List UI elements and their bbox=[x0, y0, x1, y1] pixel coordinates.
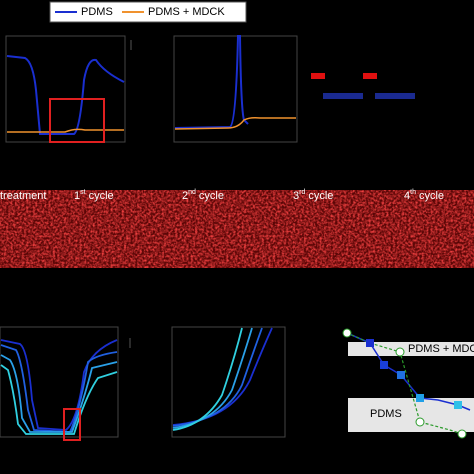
strip-label: 3rd cycle bbox=[293, 189, 333, 202]
curve bbox=[174, 35, 249, 129]
plot-frame bbox=[171, 326, 286, 438]
cycle-number: 1 bbox=[74, 190, 80, 202]
micrograph-texture bbox=[0, 190, 474, 268]
band-label: PDMS + MDC bbox=[408, 343, 474, 355]
marker bbox=[457, 429, 467, 439]
cycle-word: cycle bbox=[308, 190, 333, 202]
marker bbox=[397, 371, 405, 379]
superscript: rd bbox=[299, 189, 305, 196]
legend-label: PDMS + MDCK bbox=[148, 6, 225, 18]
plot-frame bbox=[0, 326, 119, 438]
curve bbox=[6, 55, 125, 135]
marker bbox=[415, 417, 425, 427]
marker bbox=[366, 339, 374, 347]
curve bbox=[0, 364, 118, 435]
cycle-number: 2 bbox=[182, 190, 188, 202]
plot-frame bbox=[5, 35, 126, 143]
superscript: st bbox=[80, 189, 86, 196]
curve bbox=[0, 339, 118, 431]
pulse-bar bbox=[363, 73, 377, 79]
curve bbox=[7, 128, 124, 133]
curves bbox=[172, 327, 273, 431]
markers bbox=[342, 328, 467, 439]
band bbox=[348, 342, 474, 356]
marker bbox=[395, 347, 405, 357]
zoom-box bbox=[63, 408, 81, 441]
cycle-word: cycle bbox=[419, 190, 444, 202]
marker bbox=[454, 401, 462, 409]
legend-label: PDMS bbox=[81, 6, 113, 18]
strip-label: 2nd cycle bbox=[182, 189, 224, 202]
curves bbox=[0, 339, 118, 435]
zoom-box bbox=[49, 98, 105, 143]
marker bbox=[380, 361, 388, 369]
cycle-number: 4 bbox=[404, 190, 410, 202]
pulse-bar bbox=[323, 93, 363, 99]
cycle-word: cycle bbox=[199, 190, 224, 202]
legend-box bbox=[49, 1, 247, 23]
superscript: nd bbox=[188, 189, 196, 196]
curve bbox=[0, 344, 118, 433]
curve bbox=[172, 327, 243, 431]
strip-label: 1st cycle bbox=[74, 189, 114, 202]
cycle-word: cycle bbox=[89, 190, 114, 202]
strip-labels: treatment 1st cycle 2nd cycle 3rd cycle 4th… bbox=[0, 189, 444, 202]
pulse-bar bbox=[311, 73, 325, 79]
strip-label: treatment bbox=[0, 190, 46, 202]
marker bbox=[342, 328, 352, 338]
curve bbox=[0, 354, 118, 433]
curve bbox=[174, 117, 296, 130]
pulse-bar bbox=[375, 93, 415, 99]
cycle-number: 3 bbox=[293, 190, 299, 202]
strip-label: 4th cycle bbox=[404, 189, 444, 202]
superscript: th bbox=[410, 189, 416, 196]
marker bbox=[416, 394, 424, 402]
band-label: PDMS bbox=[370, 408, 402, 420]
